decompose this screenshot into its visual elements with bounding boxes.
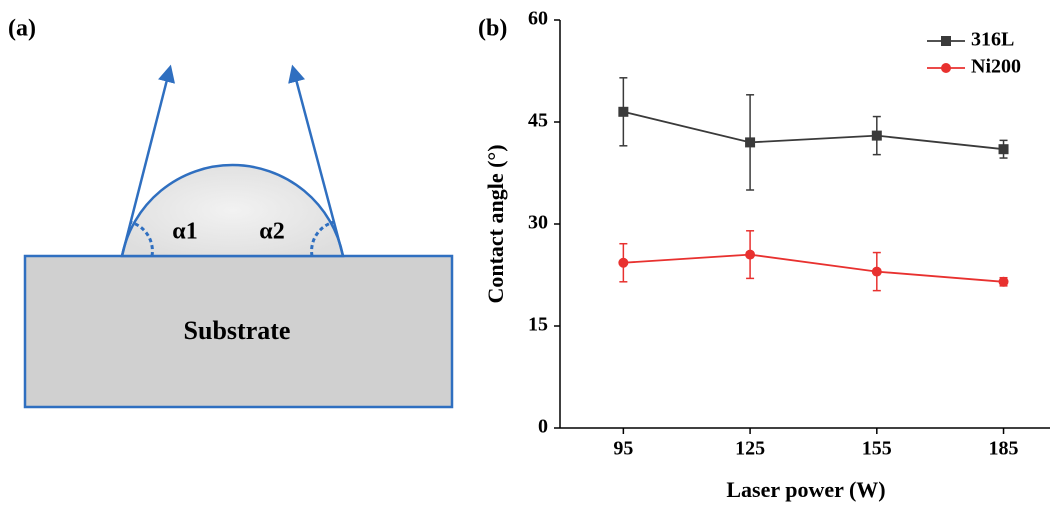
substrate-label: Substrate: [184, 316, 291, 345]
marker: [618, 258, 628, 268]
x-tick-label: 185: [989, 438, 1019, 460]
y-tick-label: 45: [528, 110, 548, 132]
marker: [745, 250, 755, 260]
marker: [745, 137, 755, 147]
figure: (a) α1 α2 Substrate (b) Laser power (W) …: [0, 0, 1056, 507]
series-line: [623, 112, 1003, 149]
legend-label: Ni200: [971, 56, 1021, 78]
marker: [618, 107, 628, 117]
legend-marker: [941, 63, 951, 73]
x-tick-label: 125: [735, 438, 765, 460]
marker: [872, 267, 882, 277]
y-tick-label: 30: [528, 212, 548, 234]
marker: [999, 144, 1009, 154]
y-axis-label: Contact angle (°): [483, 144, 508, 303]
y-tick-label: 0: [538, 416, 548, 438]
marker: [999, 277, 1009, 287]
droplet: [122, 165, 343, 256]
x-tick-label: 95: [613, 438, 633, 460]
angle-label: α2: [259, 219, 284, 245]
y-tick-label: 60: [528, 8, 548, 30]
y-tick-label: 15: [528, 314, 548, 336]
x-axis-label: Laser power (W): [726, 477, 885, 502]
legend-label: 316L: [971, 29, 1014, 51]
series-line: [623, 255, 1003, 282]
legend-marker: [941, 36, 951, 46]
panel-label: (a): [8, 16, 36, 42]
angle-label: α1: [172, 219, 197, 245]
marker: [872, 131, 882, 141]
panel-label: (b): [478, 16, 507, 42]
x-tick-label: 155: [862, 438, 892, 460]
